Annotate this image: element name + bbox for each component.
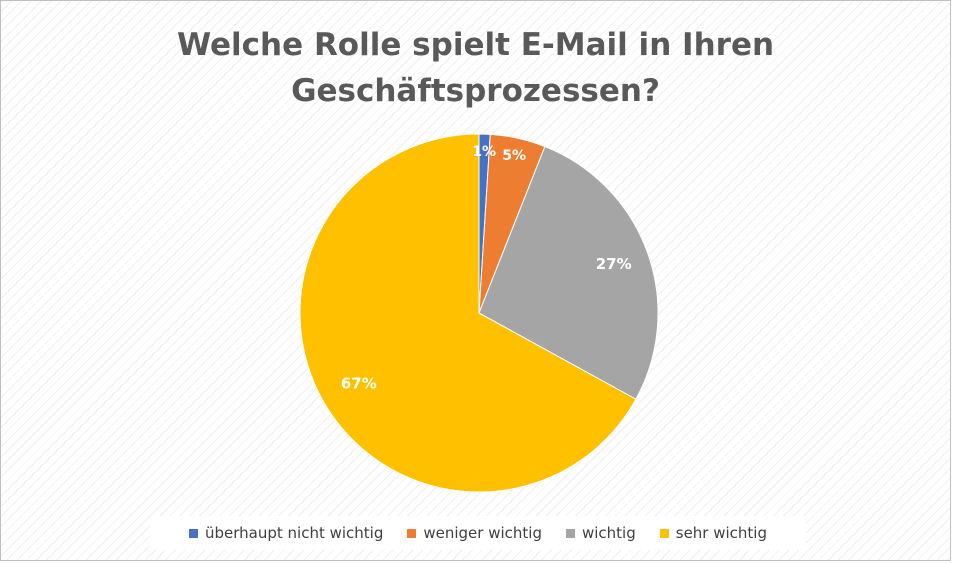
legend-swatch [565, 528, 575, 538]
legend-label: weniger wichtig [423, 524, 542, 542]
pie-slice-sehr-wichtig [299, 133, 637, 493]
legend-item-wichtig: wichtig [565, 524, 636, 542]
legend-swatch [659, 528, 669, 538]
legend-item-weniger-wichtig: weniger wichtig [407, 524, 542, 542]
pie-slice-wichtig [478, 145, 659, 400]
legend-swatch [407, 528, 417, 538]
legend-label: sehr wichtig [675, 524, 767, 542]
data-label-sehr-wichtig: 67% [341, 375, 377, 393]
legend-label: überhaupt nicht wichtig [204, 524, 384, 542]
chart-legend: überhaupt nicht wichtig weniger wichtig … [150, 516, 806, 550]
legend-swatch [188, 528, 198, 538]
legend-item-sehr-wichtig: sehr wichtig [659, 524, 767, 542]
chart-title: Welche Rolle spielt E-Mail in Ihren Gesc… [0, 22, 951, 114]
legend-label: wichtig [581, 524, 636, 542]
data-label-ueberhaupt-nicht-wichtig: 1% [472, 144, 496, 160]
data-label-wichtig: 27% [596, 255, 632, 273]
chart-title-line-1: Welche Rolle spielt E-Mail in Ihren [176, 27, 775, 63]
data-label-weniger-wichtig: 5% [502, 148, 526, 164]
chart-title-line-2: Geschäftsprozessen? [291, 73, 660, 109]
legend-item-ueberhaupt-nicht-wichtig: überhaupt nicht wichtig [188, 524, 384, 542]
